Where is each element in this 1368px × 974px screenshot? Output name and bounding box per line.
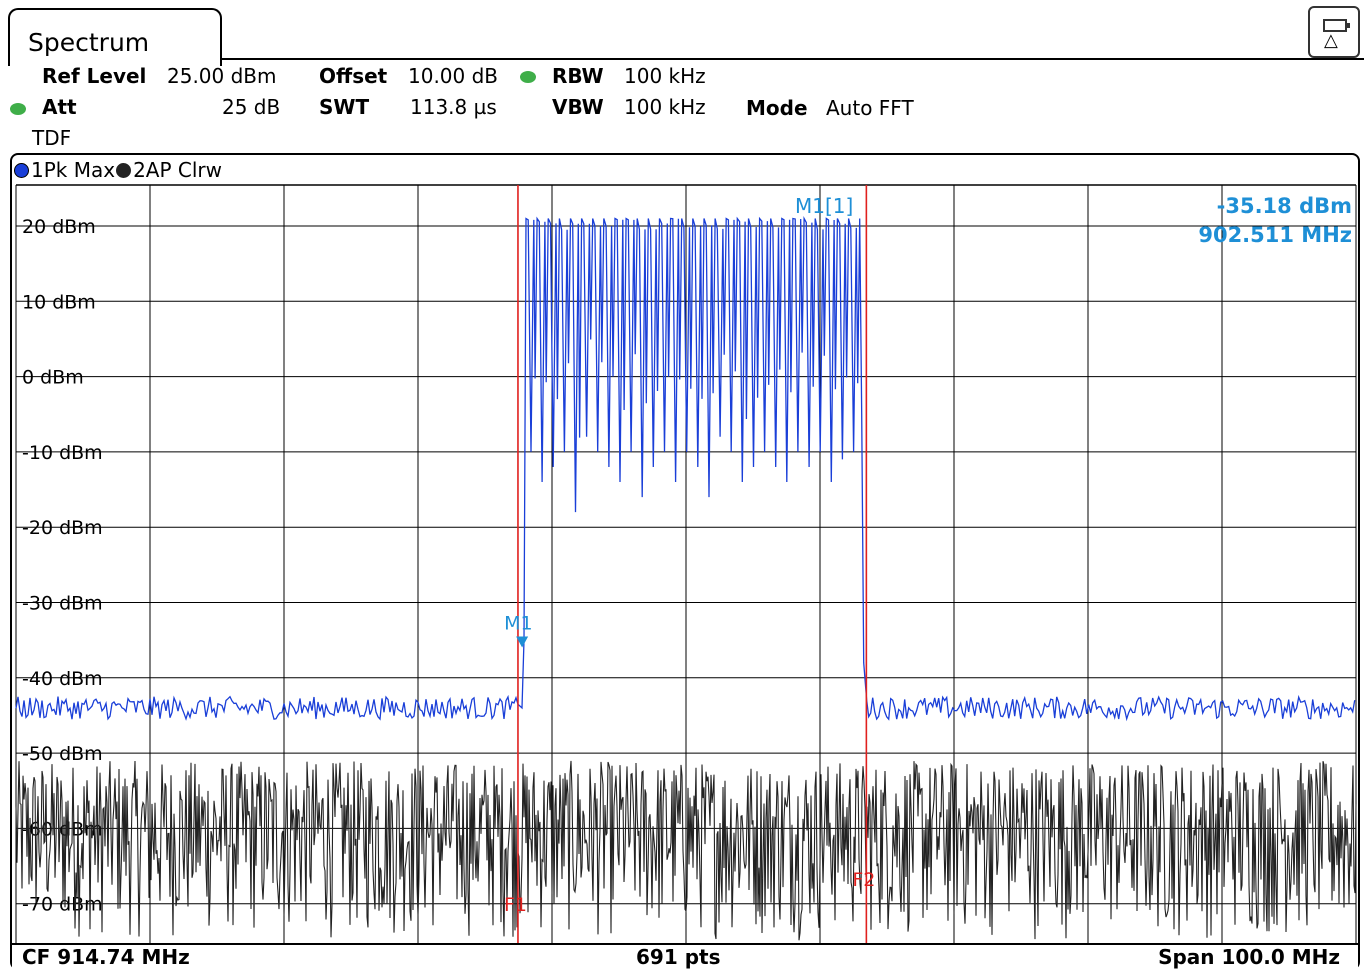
delta-icon: △	[1324, 30, 1338, 51]
markers: F1 F2 M1	[504, 185, 875, 943]
grid	[15, 185, 1357, 943]
trace-legend: 1Pk Max 2AP Clrw	[14, 158, 222, 182]
swt-label: SWT	[319, 95, 370, 119]
tab-divider	[220, 58, 1364, 60]
y-tick-label: -40 dBm	[22, 668, 103, 690]
rbw-status-icon	[520, 71, 536, 83]
ref-level-label: Ref Level	[42, 64, 147, 88]
display-config-button[interactable]: △	[1308, 6, 1360, 58]
f1-label: F1	[504, 894, 527, 916]
trace-2-clrw	[15, 760, 1357, 941]
offset-value: 10.00 dB	[408, 64, 499, 88]
swt-value: 113.8 µs	[410, 95, 497, 119]
mode-value: Auto FFT	[826, 96, 914, 120]
y-tick-labels: 20 dBm 10 dBm 0 dBm -10 dBm -20 dBm -30 dBm -4…	[22, 216, 103, 916]
y-tick-label: -30 dBm	[22, 593, 103, 615]
rbw-value: 100 kHz	[624, 64, 706, 88]
att-status-icon	[10, 103, 26, 115]
trace1-color-icon	[14, 163, 29, 178]
marker-readout-level: -35.18 dBm	[1217, 194, 1352, 218]
y-tick-label: -10 dBm	[22, 442, 103, 464]
battery-icon	[1323, 19, 1350, 32]
ref-level-value: 25.00 dBm	[167, 64, 277, 88]
trace2-label[interactable]: 2AP Clrw	[133, 158, 223, 182]
y-tick-label: 0 dBm	[22, 367, 84, 389]
marker-readout-frequency: 902.511 MHz	[1198, 223, 1352, 247]
vbw-value: 100 kHz	[624, 95, 706, 119]
f2-label: F2	[852, 869, 875, 891]
tdf-label: TDF	[32, 126, 72, 150]
trace-1-pk-max	[15, 215, 1356, 722]
rbw-label: RBW	[552, 64, 604, 88]
spectrum-tab[interactable]: Spectrum	[8, 8, 222, 66]
y-tick-label: -50 dBm	[22, 743, 103, 765]
trace2-color-icon	[116, 163, 132, 178]
center-frequency[interactable]: CF 914.74 MHz	[22, 945, 190, 969]
marker-readout-name: M1[1]	[795, 194, 853, 218]
marker-m1-label: M1	[504, 613, 532, 635]
marker-m1-icon	[516, 636, 529, 648]
y-tick-label: -70 dBm	[22, 894, 103, 916]
att-label: Att	[42, 95, 77, 119]
y-tick-label: 10 dBm	[22, 291, 96, 313]
traces	[15, 215, 1357, 941]
y-tick-label: 20 dBm	[22, 216, 96, 238]
tab-title: Spectrum	[28, 28, 150, 57]
trace1-label[interactable]: 1Pk Max	[31, 158, 116, 182]
status-footer: CF 914.74 MHz 691 pts Span 100.0 MHz	[12, 943, 1358, 970]
sweep-points[interactable]: 691 pts	[636, 945, 721, 969]
y-tick-label: -20 dBm	[22, 517, 103, 539]
att-value: 25 dB	[222, 95, 281, 119]
offset-label: Offset	[319, 64, 388, 88]
mode-label: Mode	[746, 96, 808, 120]
span[interactable]: Span 100.0 MHz	[1158, 945, 1340, 969]
vbw-label: VBW	[552, 95, 604, 119]
